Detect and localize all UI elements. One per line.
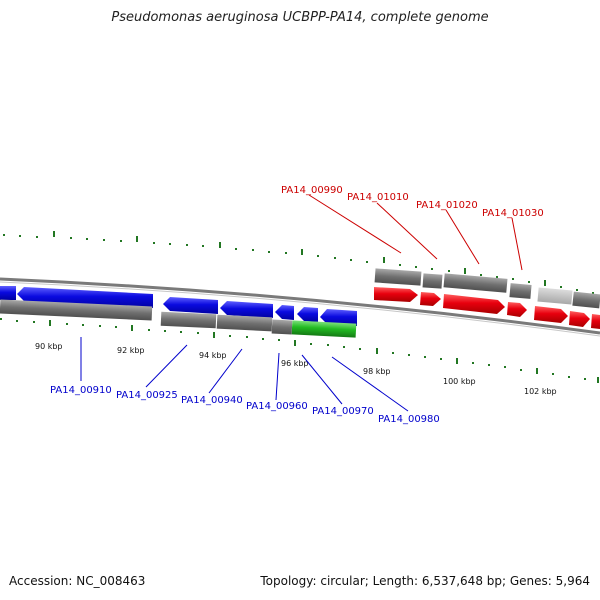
gene-label[interactable]: PA14_00990 bbox=[281, 185, 343, 196]
outer-ruler bbox=[3, 231, 594, 294]
cds-box[interactable] bbox=[509, 283, 532, 299]
inner-ruler: 90 kbp 92 kbp 94 kbp 96 kbp 98 kbp 100 k… bbox=[0, 318, 599, 396]
gene-arrow[interactable] bbox=[220, 301, 273, 318]
cds-box[interactable] bbox=[572, 291, 600, 309]
ruler-tick-label: 100 kbp bbox=[443, 377, 476, 386]
highlighted-cds[interactable] bbox=[291, 320, 357, 338]
gene-arrow[interactable] bbox=[534, 306, 568, 323]
gene-arrow[interactable] bbox=[320, 309, 357, 326]
accession-text: Accession: NC_008463 bbox=[9, 574, 146, 588]
genome-title: Pseudomonas aeruginosa UCBPP-PA14, compl… bbox=[111, 10, 489, 25]
gene-label[interactable]: PA14_00980 bbox=[378, 414, 440, 425]
genome-backbone bbox=[0, 277, 600, 337]
gene-arrow[interactable] bbox=[420, 292, 441, 306]
gene-label[interactable]: PA14_00940 bbox=[181, 395, 243, 406]
gene-arrow[interactable] bbox=[374, 287, 418, 302]
cds-box[interactable] bbox=[216, 314, 273, 332]
cds-box[interactable] bbox=[0, 299, 153, 321]
gene-arrow[interactable] bbox=[297, 307, 318, 322]
ruler-tick-label: 96 kbp bbox=[281, 359, 309, 368]
gene-arrow[interactable] bbox=[0, 286, 16, 300]
gene-arrow[interactable] bbox=[275, 305, 294, 320]
ruler-tick-label: 98 kbp bbox=[363, 367, 391, 376]
gene-label[interactable]: PA14_00910 bbox=[50, 385, 112, 396]
gene-arrow[interactable] bbox=[507, 302, 527, 317]
forward-strand bbox=[374, 268, 600, 329]
cds-box[interactable] bbox=[271, 319, 293, 335]
gene-arrow[interactable] bbox=[163, 297, 218, 314]
gene-label[interactable]: PA14_01010 bbox=[347, 192, 409, 203]
ruler-tick-label: 92 kbp bbox=[117, 346, 145, 355]
gene-label[interactable]: PA14_01030 bbox=[482, 208, 544, 219]
reverse-strand bbox=[0, 286, 357, 338]
gene-arrow[interactable] bbox=[569, 311, 590, 327]
cds-box-light[interactable] bbox=[537, 287, 573, 305]
gene-label[interactable]: PA14_00970 bbox=[312, 406, 374, 417]
ruler-tick-label: 90 kbp bbox=[35, 342, 63, 351]
gene-label[interactable]: PA14_00925 bbox=[116, 390, 178, 401]
reverse-genes bbox=[0, 286, 357, 326]
gene-label[interactable]: PA14_01020 bbox=[416, 200, 478, 211]
gene-arrow[interactable] bbox=[591, 314, 600, 329]
topology-text: Topology: circular; Length: 6,537,648 bp… bbox=[260, 574, 590, 588]
forward-cds-track bbox=[374, 268, 600, 309]
cds-box[interactable] bbox=[160, 311, 217, 329]
reverse-gene-labels: PA14_00910 PA14_00925 PA14_00940 PA14_00… bbox=[50, 337, 440, 425]
cds-box[interactable] bbox=[374, 268, 422, 286]
ruler-tick-label: 102 kbp bbox=[524, 387, 557, 396]
gene-arrow[interactable] bbox=[443, 294, 505, 314]
ruler-tick-label: 94 kbp bbox=[199, 351, 227, 360]
gene-arrow[interactable] bbox=[17, 287, 153, 308]
cds-box[interactable] bbox=[443, 273, 508, 293]
forward-genes bbox=[374, 287, 600, 329]
forward-gene-labels: PA14_00990 PA14_01010 PA14_01020 PA14_01… bbox=[281, 185, 544, 271]
reverse-cds-track bbox=[0, 299, 357, 338]
gene-label[interactable]: PA14_00960 bbox=[246, 401, 308, 412]
cds-box[interactable] bbox=[422, 273, 443, 289]
